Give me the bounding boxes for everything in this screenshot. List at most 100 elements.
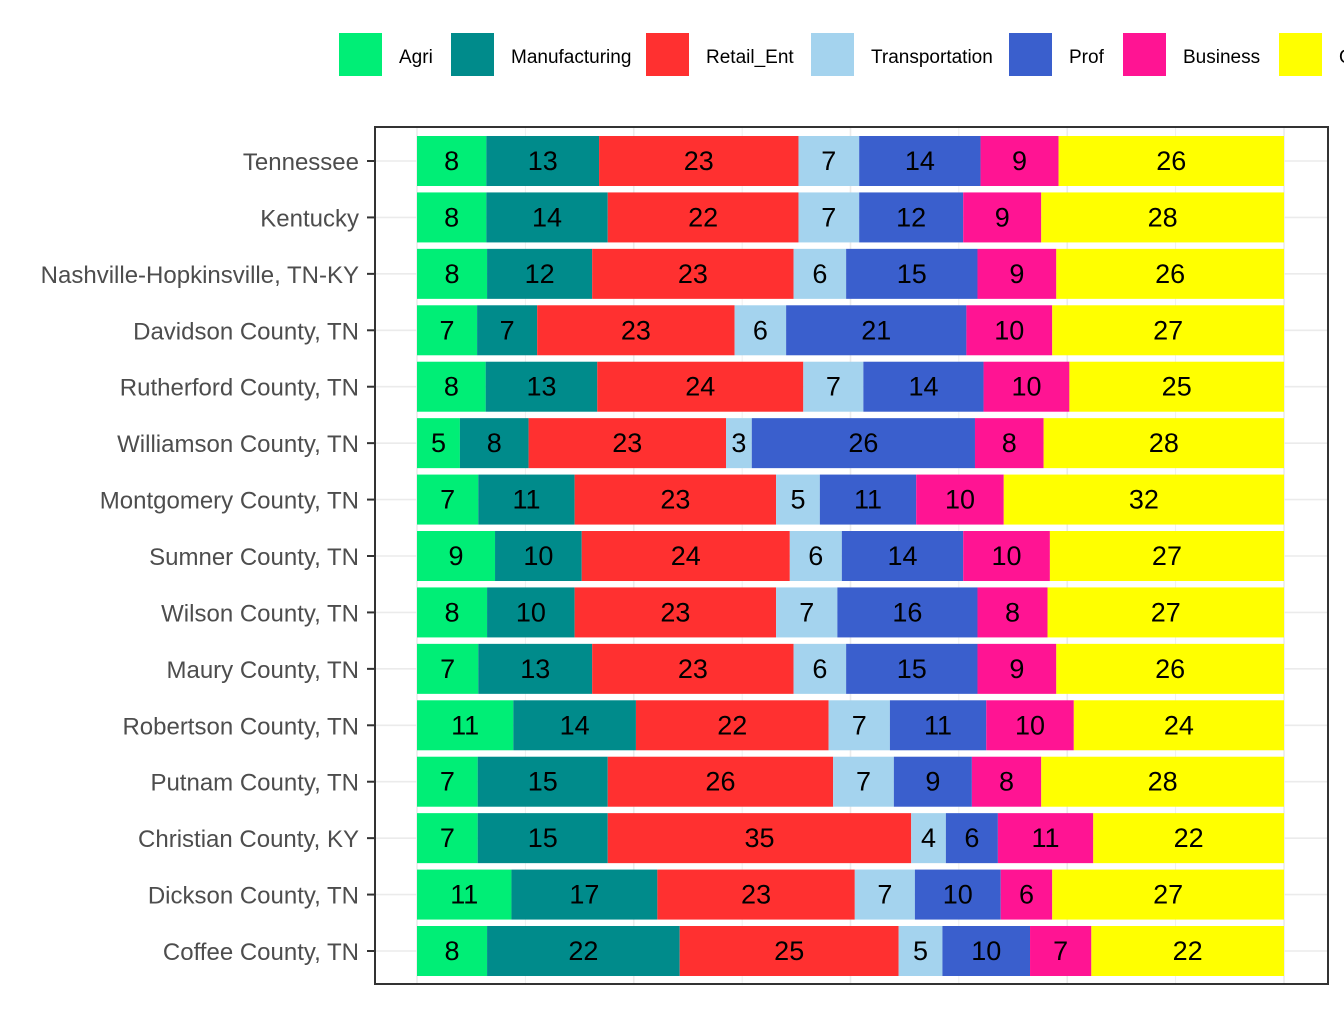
data-label: 22: [1173, 936, 1203, 966]
bar-segment: [859, 192, 964, 243]
bar-segment: [859, 136, 981, 186]
data-label: 13: [528, 146, 558, 176]
bar-segment: [789, 531, 842, 581]
bar-segment: [592, 248, 794, 299]
data-label: 10: [523, 541, 553, 571]
data-label: 13: [520, 654, 550, 684]
bar-segment: [679, 926, 899, 976]
data-label: 7: [821, 146, 836, 176]
bar-segment: [914, 869, 1001, 920]
data-label: 11: [924, 710, 952, 740]
data-label: 23: [612, 428, 642, 458]
data-label: 11: [450, 880, 478, 910]
bar-segment: [597, 361, 804, 412]
data-label: 9: [448, 541, 463, 571]
data-label: 22: [568, 936, 598, 966]
data-label: 7: [877, 880, 892, 910]
data-label: 6: [753, 315, 768, 345]
data-label: 22: [717, 710, 747, 740]
data-label: 7: [440, 315, 455, 345]
bar-segment: [945, 813, 998, 864]
data-label: 21: [861, 315, 891, 345]
bar-segment: [798, 192, 860, 243]
data-label: 10: [943, 880, 973, 910]
bar-segment: [889, 700, 987, 751]
y-tick-label: Nashville-Hopkinsville, TN-KY: [41, 262, 359, 289]
bar-segment: [486, 192, 608, 243]
data-label: 15: [528, 823, 558, 853]
bar-segment: [417, 248, 488, 299]
bar-segment: [898, 926, 943, 976]
data-label: 7: [440, 767, 455, 797]
data-label: 28: [1148, 767, 1178, 797]
data-label: 23: [678, 654, 708, 684]
data-label: 23: [660, 597, 690, 627]
data-label: 5: [913, 936, 928, 966]
bar-segment: [798, 136, 860, 186]
y-tick-label: Kentucky: [260, 205, 359, 232]
legend: Agri Manufacturing Retail_Ent Transportatio…: [339, 33, 1344, 76]
y-tick-label: Sumner County, TN: [149, 544, 359, 571]
bar-segment: [417, 700, 514, 751]
data-label: 17: [569, 880, 599, 910]
bar-segment: [574, 474, 777, 525]
y-tick-label: Tennessee: [243, 149, 359, 176]
legend-key: [1279, 33, 1322, 76]
data-label: 13: [526, 372, 556, 402]
bar-segment: [487, 587, 575, 638]
data-label: 7: [852, 710, 867, 740]
bar-segment: [837, 587, 978, 638]
legend-key: [646, 33, 689, 76]
y-tick-label: Robertson County, TN: [122, 713, 359, 740]
bar-segment: [417, 305, 478, 356]
bar-segment: [477, 305, 538, 356]
data-label: 7: [821, 202, 836, 232]
bar-segment: [487, 248, 593, 299]
data-label: 8: [1002, 428, 1017, 458]
bar-segment: [793, 643, 847, 694]
bar-segment: [793, 248, 847, 299]
bar-segment: [511, 869, 658, 920]
data-label: 28: [1149, 428, 1179, 458]
data-label: 3: [731, 428, 746, 458]
data-label: 35: [744, 823, 774, 853]
bar-segment: [417, 926, 488, 976]
bar-segment: [635, 700, 829, 751]
data-label: 8: [445, 259, 460, 289]
data-label: 23: [678, 259, 708, 289]
bar-segment: [828, 700, 890, 751]
bar-segment: [607, 192, 799, 243]
bar-segment: [1030, 926, 1092, 976]
bar-segment: [841, 531, 964, 581]
data-label: 11: [451, 710, 479, 740]
data-label: 14: [887, 541, 917, 571]
data-label: 32: [1129, 485, 1159, 515]
y-tick-label: Davidson County, TN: [133, 318, 359, 345]
y-tick-label: Maury County, TN: [166, 657, 359, 684]
bar-segment: [417, 587, 488, 638]
legend-key: [1009, 33, 1052, 76]
bar-segment: [1056, 643, 1284, 694]
y-tick-label: Christian County, KY: [138, 826, 359, 853]
data-label: 11: [1032, 823, 1060, 853]
data-label: 27: [1153, 880, 1183, 910]
data-label: 9: [1009, 654, 1024, 684]
bar-segment: [776, 587, 838, 638]
bar-segment: [819, 474, 917, 525]
y-tick-label: Wilson County, TN: [161, 600, 359, 627]
data-label: 25: [774, 936, 804, 966]
bar-segment: [528, 418, 727, 469]
data-label: 8: [1005, 597, 1020, 627]
bar-segment: [537, 305, 735, 356]
bar-segment: [974, 418, 1044, 469]
data-label: 7: [500, 315, 515, 345]
bar-segment: [734, 305, 787, 356]
bar-segment: [1058, 136, 1284, 186]
data-label: 26: [1156, 146, 1186, 176]
bar-segment: [1049, 531, 1284, 581]
bar-segment: [977, 587, 1048, 638]
bar-segment: [485, 361, 598, 412]
data-label: 26: [1155, 654, 1185, 684]
bar-segment: [417, 869, 512, 920]
